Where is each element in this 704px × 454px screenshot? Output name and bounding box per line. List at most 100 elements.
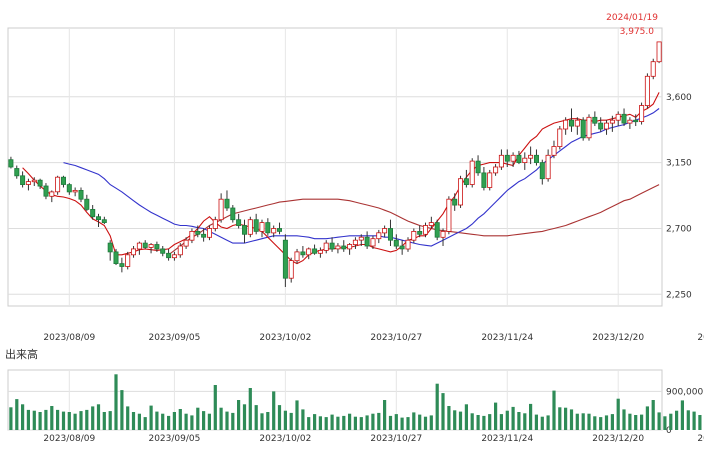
volume-bar xyxy=(231,412,235,430)
volume-x-tick-label: 2023/10/02 xyxy=(259,434,311,444)
volume-bar xyxy=(423,416,428,430)
candle-body xyxy=(422,225,428,235)
candle-body xyxy=(586,116,592,139)
ma-long-line xyxy=(168,184,660,256)
volume-bar xyxy=(651,400,655,430)
price-x-tick-label: 2023/09/05 xyxy=(148,333,200,343)
volume-bar xyxy=(383,400,387,430)
volume-bar xyxy=(126,406,130,430)
candle-body xyxy=(206,228,212,238)
volume-bar xyxy=(488,414,492,430)
volume-bar xyxy=(634,415,638,430)
candle-body xyxy=(312,248,318,254)
volume-bar xyxy=(283,410,287,430)
volume-bar xyxy=(412,412,416,430)
candle-body xyxy=(545,154,551,180)
volume-bar xyxy=(15,399,19,430)
candle-body xyxy=(329,242,335,250)
volume-bar xyxy=(242,404,247,430)
candle-body xyxy=(405,239,411,250)
volume-bar xyxy=(61,411,66,430)
volume-bar xyxy=(67,412,71,430)
volume-bar xyxy=(324,417,328,430)
volume-x-tick-label: 2023/09/05 xyxy=(148,434,200,444)
volume-bar xyxy=(482,415,486,430)
volume-bar xyxy=(260,413,264,430)
volume-bar xyxy=(552,390,556,430)
candle-body xyxy=(639,105,645,123)
volume-bar xyxy=(289,412,293,430)
volume-bar xyxy=(330,414,334,430)
candle-body xyxy=(457,178,463,206)
candle-body xyxy=(160,248,166,254)
candle-body xyxy=(534,154,540,164)
volume-bar xyxy=(529,403,533,430)
volume-bar xyxy=(494,402,498,430)
volume-bar xyxy=(575,413,579,430)
volume-bar xyxy=(418,414,422,430)
candle-body xyxy=(241,225,247,235)
candle-body xyxy=(189,230,195,241)
volume-bar xyxy=(120,390,124,430)
candle-body xyxy=(598,122,604,130)
volume-bars xyxy=(9,374,702,430)
volume-bar xyxy=(219,407,223,430)
volume-bar xyxy=(26,409,30,430)
candle-body xyxy=(288,260,294,279)
volume-bar xyxy=(453,410,457,430)
candle-body xyxy=(434,222,440,238)
volume-bar xyxy=(458,411,463,430)
volume-bar xyxy=(441,393,445,430)
volume-bar xyxy=(698,415,702,430)
candle-body xyxy=(644,75,650,107)
price-plot-frame xyxy=(7,27,663,307)
candle-body xyxy=(656,41,662,63)
candle-body xyxy=(300,251,306,256)
candle-body xyxy=(306,248,312,256)
volume-bar xyxy=(581,413,585,430)
candle-body xyxy=(469,160,475,185)
volume-bar xyxy=(131,412,136,430)
volume-bar xyxy=(540,416,544,430)
volume-bar xyxy=(429,415,433,430)
volume-bar xyxy=(406,417,410,430)
candle-body xyxy=(259,222,265,232)
volume-bar xyxy=(96,404,101,430)
candle-body xyxy=(201,233,207,238)
candle-body xyxy=(376,232,382,240)
volume-bar xyxy=(21,404,25,430)
volume-bar xyxy=(184,413,188,430)
candle-body xyxy=(510,154,516,162)
price-x-tick-label: 2023/10/02 xyxy=(259,333,311,343)
volume-bar xyxy=(645,406,649,430)
volume-bar xyxy=(237,400,241,430)
volume-bar xyxy=(564,407,568,430)
volume-bar xyxy=(190,415,194,430)
candle-body xyxy=(516,154,522,164)
candle-body xyxy=(166,252,172,259)
candle-body xyxy=(136,242,142,250)
candle-body xyxy=(8,159,14,168)
volume-bar xyxy=(593,416,597,430)
candle-body xyxy=(107,242,113,253)
volume-bar xyxy=(388,415,393,430)
volume-bar xyxy=(137,413,141,430)
candle-body xyxy=(31,179,37,183)
volume-bar xyxy=(400,417,404,430)
volume-bar xyxy=(675,410,679,430)
candle-body xyxy=(341,245,347,250)
volume-bar xyxy=(505,410,509,430)
candle-body xyxy=(154,244,160,250)
candle-body xyxy=(411,230,417,241)
price-y-tick-label: 3,600 xyxy=(666,93,692,103)
volume-bar xyxy=(44,409,48,430)
candle-body xyxy=(265,222,271,234)
volume-bar xyxy=(155,411,159,430)
volume-bar xyxy=(85,409,89,430)
volume-bar xyxy=(272,391,276,430)
candle-body xyxy=(125,254,131,267)
candle-body xyxy=(475,160,481,174)
volume-bar xyxy=(499,414,503,430)
candle-body xyxy=(183,239,189,247)
